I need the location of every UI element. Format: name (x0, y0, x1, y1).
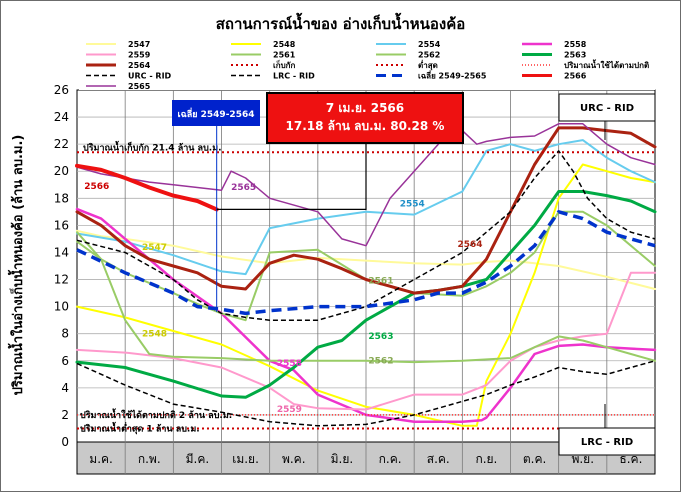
legend-label-เฉลี่ย-2549-2565: เฉลี่ย 2549-2565 (418, 70, 487, 81)
annotations: ปริมาณน้ำเก็บกัก 21.4 ล้าน ลบ.ม. ปริมาณน้… (80, 92, 656, 456)
inline-label-2548: 2548 (142, 329, 167, 339)
month-label-10: ต.ค. (523, 452, 546, 466)
month-label-6: มิ.ย. (331, 452, 354, 466)
series-line-2554 (76, 139, 656, 276)
series-line-LRC---RID (76, 360, 656, 427)
urc-label: URC - RID (580, 103, 634, 114)
inline-label-2561: 2561 (368, 277, 393, 287)
inline-label-2564: 2564 (458, 240, 483, 250)
inline-label-2563: 2563 (368, 332, 393, 342)
series-inline-labels: 2566 2565 2554 2547 2564 2561 2548 2563 2558 2562… (84, 182, 482, 415)
series-line-2566 (75, 163, 219, 212)
legend-label-2558: 2558 (564, 40, 587, 49)
storage-level-label: ปริมาณน้ำเก็บกัก 21.4 ล้าน ลบ.ม. (83, 140, 222, 153)
series-line-2559 (76, 271, 656, 411)
y-tick-label-0: 0 (61, 435, 69, 449)
y-tick-label-24: 24 (54, 110, 69, 124)
month-label-3: มี.ค. (186, 452, 210, 466)
series-line-2548 (76, 163, 656, 427)
series-line-2565 (76, 116, 656, 247)
month-label-1: ม.ค. (89, 452, 113, 466)
legend-label-2564: 2564 (128, 61, 151, 70)
avg-box (172, 100, 260, 126)
legend-label-2559: 2559 (128, 51, 151, 60)
current-callout-leader (216, 140, 367, 211)
legend-label-เก็บกัก: เก็บกัก (273, 59, 296, 70)
series-line-เฉลี่ย-2549-2565 (76, 210, 656, 316)
urc-box (558, 93, 656, 122)
legend-label-URC---RID: URC - RID (128, 72, 172, 81)
lrc-box (558, 427, 656, 456)
y-tick-label-22: 22 (54, 137, 69, 151)
inline-label-2547: 2547 (142, 243, 167, 253)
month-label-9: ก.ย. (475, 452, 497, 466)
month-label-8: ส.ค. (427, 452, 450, 466)
minimum-level-label: ปริมาณน้ำต่ำสุด 1 ล้าน ลบ.ม. (80, 421, 200, 434)
month-label-7: ก.ค. (379, 452, 402, 466)
legend-label-2563: 2563 (564, 51, 586, 60)
series-line-2558 (75, 207, 657, 423)
y-tick-label-20: 20 (54, 164, 69, 178)
avg-box-label: เฉลี่ย 2549-2564 (178, 107, 255, 120)
current-date-label: 7 เม.ย. 2566 (326, 101, 404, 115)
legend-label-2561: 2561 (273, 51, 296, 60)
series-line-2547 (76, 229, 656, 290)
month-label-5: พ.ค. (282, 452, 306, 466)
y-tick-label-6: 6 (61, 354, 69, 368)
inline-label-2566: 2566 (84, 182, 109, 192)
current-value-label: 17.18 ล้าน ลบ.ม. 80.28 % (286, 119, 445, 133)
inline-label-2558: 2558 (277, 359, 302, 369)
legend-label-2566: 2566 (564, 72, 587, 81)
inline-label-2559: 2559 (277, 405, 302, 415)
legend-label-2565: 2565 (128, 82, 151, 91)
inline-label-2565: 2565 (231, 183, 256, 193)
lrc-label: LRC - RID (581, 437, 633, 448)
series-line-URC---RID (76, 150, 656, 321)
inline-label-2554: 2554 (400, 199, 425, 209)
usable-level-label: ปริมาณน้ำใช้ได้ตามปกติ 2 ล้าน ลบ.ม. (80, 408, 232, 421)
y-tick-label-10: 10 (54, 300, 69, 314)
y-tick-label-4: 4 (61, 381, 69, 395)
y-tick-label-8: 8 (61, 327, 69, 341)
legend: 2547 2548 2554 2558 2559 2561 2562 2563 2564 เก็บ… (79, 35, 655, 91)
legend-box (79, 35, 655, 90)
inline-label-2562: 2562 (368, 356, 393, 366)
legend-label-2548: 2548 (273, 40, 296, 49)
y-tick-label-2: 2 (61, 408, 69, 422)
legend-label-2554: 2554 (418, 40, 441, 49)
y-tick-label-18: 18 (54, 191, 69, 205)
legend-label-ปริมาณน้ำใช้ได้ตามปกติ: ปริมาณน้ำใช้ได้ตามปกติ (564, 59, 649, 70)
legend-label-2562: 2562 (418, 51, 440, 60)
y-tick-label-14: 14 (54, 245, 69, 259)
month-label-4: เม.ย. (232, 452, 259, 466)
current-value-box (266, 92, 464, 144)
series-line-2564 (75, 126, 657, 295)
y-axis-label: ปริมาณน้ำในอ่างเก็บน้ำหนองค้อ (ล้าน ลบ.ม… (7, 135, 26, 396)
y-tick-label-26: 26 (54, 83, 69, 97)
series-line-2562 (76, 231, 656, 364)
month-label-2: ก.พ. (138, 452, 161, 466)
y-tick-label-16: 16 (54, 218, 69, 232)
x-axis-months: ม.ค. ก.พ. มี.ค. เม.ย. พ.ค. มิ.ย. ก.ค. ส.ค. ก.ย. ต… (89, 452, 642, 466)
legend-label-2547: 2547 (128, 40, 150, 49)
series-lines (75, 116, 657, 430)
y-tick-label-12: 12 (54, 273, 69, 287)
legend-label-ต่ำสุด: ต่ำสุด (418, 59, 438, 71)
legend-label-LRC---RID: LRC - RID (273, 72, 315, 81)
chart-title: สถานการณ์น้ำของ อ่างเก็บน้ำหนองค้อ (215, 15, 466, 33)
